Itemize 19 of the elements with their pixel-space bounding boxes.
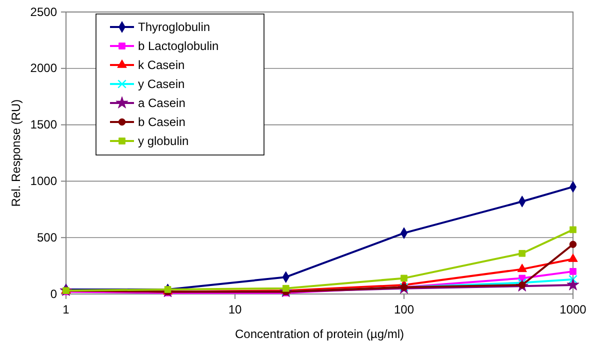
y-tick-label: 500 xyxy=(36,230,58,244)
y-axis-title: Rel. Response (RU) xyxy=(9,99,23,207)
y-tick-label: 2000 xyxy=(30,61,58,76)
x-axis-title: Concentration of protein (µg/ml) xyxy=(235,327,404,341)
legend-label: b Casein xyxy=(138,115,186,130)
legend-label: a Casein xyxy=(138,96,186,110)
legend-label: b Lactoglobulin xyxy=(138,39,219,54)
legend-label: y Casein xyxy=(138,77,185,92)
legend-label: y globulin xyxy=(138,134,189,148)
legend-label: Thyroglobulin xyxy=(138,20,210,34)
y-tick-label: 1500 xyxy=(30,118,58,132)
y-tick-label: 2500 xyxy=(30,4,58,19)
x-tick-label: 1000 xyxy=(560,302,587,317)
legend-label: k Casein xyxy=(138,58,185,72)
x-tick-label: 1 xyxy=(62,302,70,317)
y-tick-label: 0 xyxy=(50,286,58,301)
y-tick-label: 1000 xyxy=(30,174,58,188)
x-tick-label: 100 xyxy=(394,302,414,317)
x-tick-label: 10 xyxy=(228,302,242,317)
